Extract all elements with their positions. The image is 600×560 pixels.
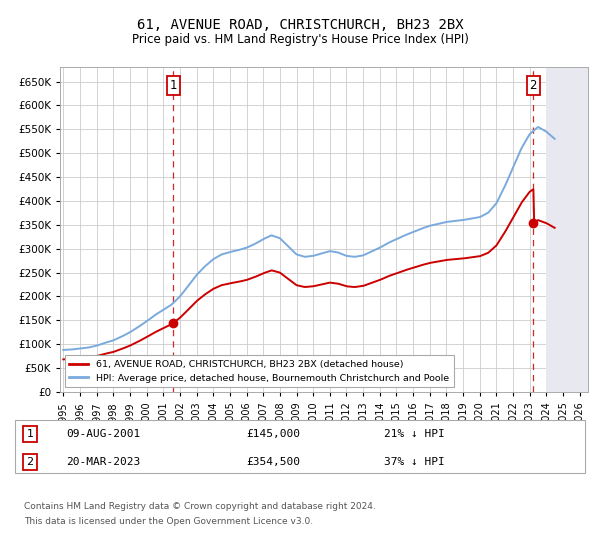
Text: Price paid vs. HM Land Registry's House Price Index (HPI): Price paid vs. HM Land Registry's House …	[131, 32, 469, 46]
Text: £354,500: £354,500	[246, 457, 300, 467]
Legend: 61, AVENUE ROAD, CHRISTCHURCH, BH23 2BX (detached house), HPI: Average price, de: 61, AVENUE ROAD, CHRISTCHURCH, BH23 2BX …	[65, 355, 454, 388]
Text: 20-MAR-2023: 20-MAR-2023	[66, 457, 140, 467]
Bar	[547, 67, 588, 392]
Text: 2: 2	[530, 78, 537, 92]
Text: 1: 1	[170, 78, 177, 92]
Text: This data is licensed under the Open Government Licence v3.0.: This data is licensed under the Open Gov…	[24, 517, 313, 526]
Text: 21% ↓ HPI: 21% ↓ HPI	[384, 429, 445, 439]
Text: 61, AVENUE ROAD, CHRISTCHURCH, BH23 2BX: 61, AVENUE ROAD, CHRISTCHURCH, BH23 2BX	[137, 18, 463, 32]
Text: £145,000: £145,000	[246, 429, 300, 439]
Bar	[547, 67, 588, 392]
Text: 37% ↓ HPI: 37% ↓ HPI	[384, 457, 445, 467]
Text: 1: 1	[26, 429, 34, 439]
Text: 2: 2	[26, 457, 34, 467]
Text: Contains HM Land Registry data © Crown copyright and database right 2024.: Contains HM Land Registry data © Crown c…	[24, 502, 376, 511]
Text: 09-AUG-2001: 09-AUG-2001	[66, 429, 140, 439]
